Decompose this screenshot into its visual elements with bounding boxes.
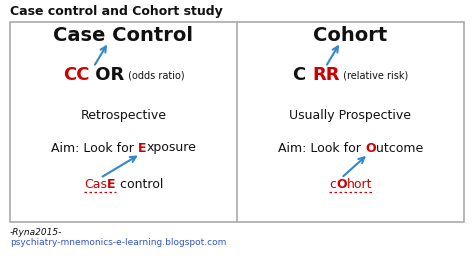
Text: (odds ratio): (odds ratio) xyxy=(125,70,184,80)
Text: E: E xyxy=(107,178,116,191)
Text: Cas: Cas xyxy=(84,178,107,191)
Text: Case Control: Case Control xyxy=(54,26,193,45)
Text: control: control xyxy=(116,178,163,191)
Text: psychiatry-mnemonics-e-learning.blogspot.com: psychiatry-mnemonics-e-learning.blogspot… xyxy=(10,238,227,247)
Text: Aim: Look for: Aim: Look for xyxy=(278,142,365,155)
Text: xposure: xposure xyxy=(146,142,196,155)
Text: CC: CC xyxy=(63,66,89,84)
Text: Retrospective: Retrospective xyxy=(81,109,166,122)
Text: c: c xyxy=(329,178,336,191)
Text: OR: OR xyxy=(89,66,125,84)
Text: Usually Prospective: Usually Prospective xyxy=(290,109,411,122)
Text: (relative risk): (relative risk) xyxy=(340,70,408,80)
Text: O: O xyxy=(365,142,375,155)
Text: -Ryna2015-: -Ryna2015- xyxy=(10,228,63,237)
Bar xyxy=(10,22,464,222)
Text: hort: hort xyxy=(346,178,372,191)
Text: RR: RR xyxy=(312,66,340,84)
Text: Aim: Look for: Aim: Look for xyxy=(51,142,138,155)
Text: utcome: utcome xyxy=(375,142,423,155)
Text: E: E xyxy=(138,142,146,155)
Text: Case control and Cohort study: Case control and Cohort study xyxy=(10,5,223,18)
Text: C: C xyxy=(293,66,312,84)
Text: Cohort: Cohort xyxy=(313,26,388,45)
Text: O: O xyxy=(336,178,346,191)
